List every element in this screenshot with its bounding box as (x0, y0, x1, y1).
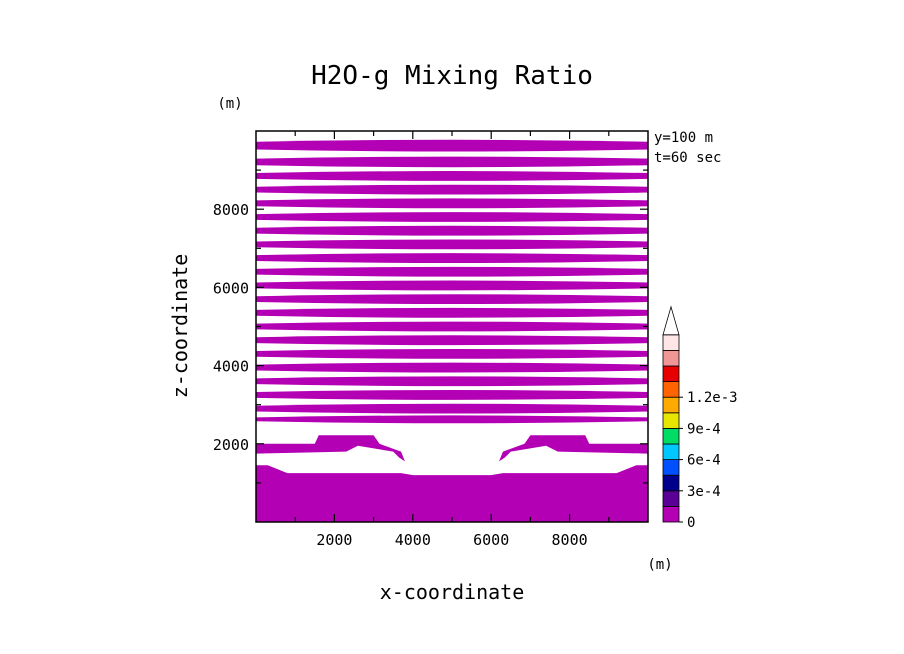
y-axis-label: z-coordinate (168, 254, 192, 399)
y-tick-label: 8000 (213, 201, 249, 219)
contour-band-12 (256, 307, 648, 318)
contour-band-19 (256, 403, 648, 414)
contour-plot-area (256, 139, 648, 522)
colorbar-label: 1.2e-3 (687, 390, 738, 406)
contour-band-13 (256, 321, 648, 332)
colorbar-cell (662, 459, 680, 476)
colorbar-cell (662, 443, 680, 461)
colorbar-cell (662, 381, 680, 398)
colorbar-cell (662, 365, 680, 383)
contour-band-9 (256, 266, 648, 277)
colorbar: 0 3e-4 6e-4 9e-4 1.2e-3 (662, 305, 738, 531)
contour-band-0 (256, 139, 648, 152)
contour-band-2 (256, 171, 648, 181)
colorbar-cell (662, 474, 680, 492)
colorbar-extend-arrow (662, 305, 680, 336)
colorbar-cell (662, 412, 680, 429)
x-axis-label: x-coordinate (380, 580, 525, 604)
contour-region-bottom (256, 465, 648, 522)
colorbar-label: 0 (687, 515, 695, 531)
colorbar-cell (662, 334, 680, 351)
colorbar-label: 3e-4 (687, 484, 721, 500)
x-tick-label: 6000 (473, 531, 509, 549)
contour-band-5 (256, 212, 648, 222)
contour-band-7 (256, 239, 648, 250)
contour-band-4 (256, 198, 648, 209)
contour-band-15 (256, 348, 648, 359)
contour-band-18 (256, 390, 648, 400)
contour-band-17 (256, 376, 648, 387)
annotation-y-position: y=100 m (654, 130, 713, 146)
y-tick-label: 4000 (213, 358, 249, 376)
contour-band-14 (256, 335, 648, 346)
y-tick-label: 2000 (213, 436, 249, 454)
chart-title: H2O-g Mixing Ratio (311, 61, 593, 91)
axis-ticks: 2000 4000 6000 8000 2000 4000 6000 8000 (213, 131, 648, 549)
x-tick-label: 4000 (395, 531, 431, 549)
contour-band-20 (256, 415, 648, 424)
x-tick-label: 2000 (316, 531, 352, 549)
colorbar-cell (662, 396, 680, 414)
colorbar-cell (662, 490, 680, 507)
y-axis-unit: (m) (217, 96, 242, 112)
colorbar-label: 6e-4 (687, 453, 721, 469)
annotation-time: t=60 sec (654, 150, 721, 166)
contour-band-3 (256, 184, 648, 195)
contour-band-10 (256, 280, 648, 291)
colorbar-cell (662, 427, 680, 445)
colorbar-cell (662, 349, 680, 367)
contour-band-1 (256, 156, 648, 168)
contour-region-left-ridge (256, 435, 405, 462)
x-tick-label: 8000 (552, 531, 588, 549)
y-tick-label: 6000 (213, 279, 249, 297)
contour-band-16 (256, 362, 648, 373)
contour-band-8 (256, 253, 648, 263)
colorbar-label: 9e-4 (687, 421, 721, 437)
contour-region-right-ridge (499, 435, 648, 462)
contour-band-11 (256, 294, 648, 305)
contour-band-6 (256, 225, 648, 236)
x-axis-unit: (m) (647, 557, 672, 573)
colorbar-cell (662, 505, 680, 523)
